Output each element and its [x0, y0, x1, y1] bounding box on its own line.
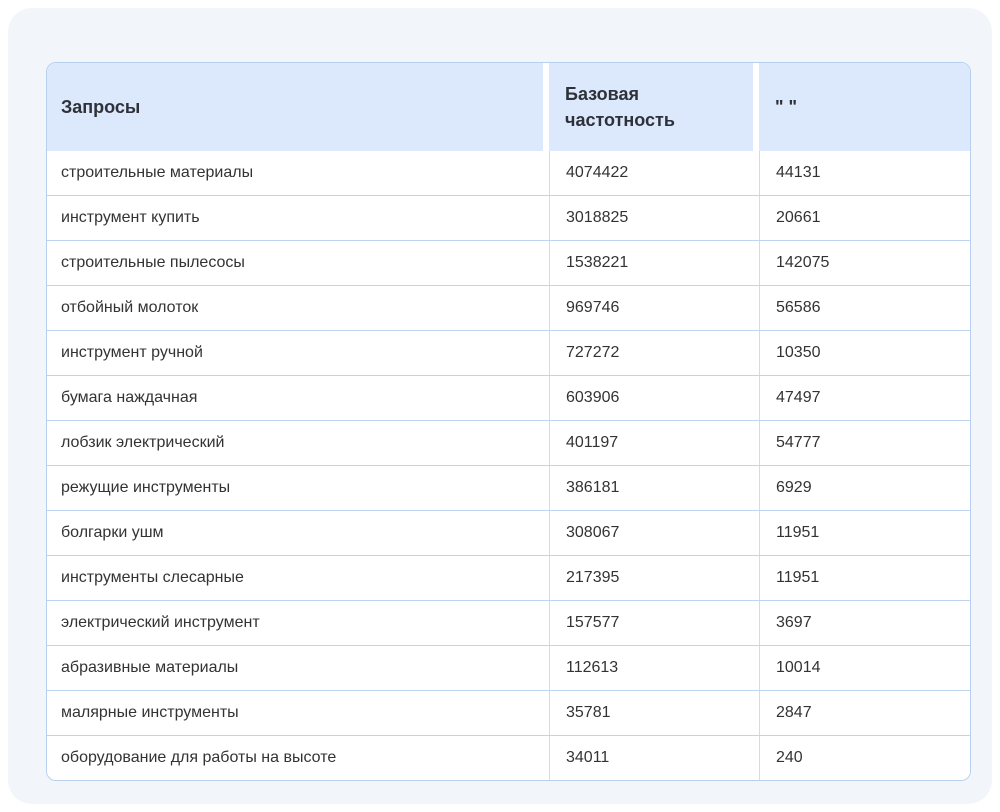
query-cell: отбойный молоток [61, 299, 199, 316]
table-row: инструмент купить 3018825 20661 [47, 195, 970, 240]
base-frequency-cell: 603906 [549, 376, 759, 420]
query-cell: строительные материалы [61, 164, 254, 181]
quoted-frequency-cell: 11951 [759, 511, 970, 555]
quoted-frequency-cell: 54777 [759, 421, 970, 465]
table-row: абразивные материалы 112613 10014 [47, 645, 970, 690]
base-frequency-cell: 3018825 [549, 196, 759, 240]
page-background: Запросы Базовая частотность " " строител… [8, 8, 992, 804]
table-row: инструмент ручной 727272 10350 [47, 330, 970, 375]
table-row: строительные материалы 4074422 44131 [47, 151, 970, 195]
query-cell: режущие инструменты [61, 479, 231, 496]
table-row: бумага наждачная 603906 47497 [47, 375, 970, 420]
quoted-frequency-cell: 142075 [759, 241, 970, 285]
base-frequency-cell: 727272 [549, 331, 759, 375]
table-row: оборудование для работы на высоте 34011 24… [47, 735, 970, 780]
base-frequency-cell: 34011 [549, 736, 759, 780]
base-frequency-cell: 157577 [549, 601, 759, 645]
query-cell: электрический инструмент [61, 614, 260, 631]
query-cell: инструмент купить [61, 209, 200, 226]
query-cell: малярные инструменты [61, 704, 239, 721]
base-frequency-cell: 112613 [549, 646, 759, 690]
query-cell: строительные пылесосы [61, 254, 245, 271]
quoted-frequency-cell: 44131 [759, 151, 970, 195]
query-cell: бумага наждачная [61, 389, 198, 406]
table-row: инструменты слесарные 217395 11951 [47, 555, 970, 600]
quoted-frequency-cell: 20661 [759, 196, 970, 240]
query-cell: инструмент ручной [61, 344, 203, 361]
table-row: режущие инструменты 386181 6929 [47, 465, 970, 510]
keywords-table: Запросы Базовая частотность " " строител… [46, 62, 971, 781]
base-frequency-cell: 35781 [549, 691, 759, 735]
base-frequency-cell: 1538221 [549, 241, 759, 285]
table-row: строительные пылесосы 1538221 142075 [47, 240, 970, 285]
base-frequency-cell: 386181 [549, 466, 759, 510]
table-row: электрический инструмент 157577 3697 [47, 600, 970, 645]
quoted-frequency-cell: 56586 [759, 286, 970, 330]
quoted-frequency-cell: 10014 [759, 646, 970, 690]
base-frequency-cell: 308067 [549, 511, 759, 555]
query-cell: инструменты слесарные [61, 569, 244, 586]
query-cell: лобзик электрический [61, 434, 225, 451]
quoted-frequency-cell: 47497 [759, 376, 970, 420]
quoted-frequency-cell: 11951 [759, 556, 970, 600]
table-row: отбойный молоток 969746 56586 [47, 285, 970, 330]
base-frequency-cell: 401197 [549, 421, 759, 465]
table-row: малярные инструменты 35781 2847 [47, 690, 970, 735]
base-frequency-cell: 217395 [549, 556, 759, 600]
table-row: болгарки ушм 308067 11951 [47, 510, 970, 555]
quoted-frequency-cell: 10350 [759, 331, 970, 375]
base-frequency-cell: 4074422 [549, 151, 759, 195]
base-frequency-cell: 969746 [549, 286, 759, 330]
column-header-queries: Запросы [47, 63, 543, 151]
column-header-quoted-frequency: " " [759, 63, 970, 151]
quoted-frequency-cell: 2847 [759, 691, 970, 735]
table-body: строительные материалы 4074422 44131 инстру… [47, 151, 970, 780]
query-cell: оборудование для работы на высоте [61, 749, 337, 766]
column-header-base-frequency: Базовая частотность [549, 63, 753, 151]
table-header-row: Запросы Базовая частотность " " [47, 63, 970, 151]
query-cell: абразивные материалы [61, 659, 239, 676]
query-cell: болгарки ушм [61, 524, 164, 541]
table-row: лобзик электрический 401197 54777 [47, 420, 970, 465]
quoted-frequency-cell: 240 [759, 736, 970, 780]
quoted-frequency-cell: 6929 [759, 466, 970, 510]
quoted-frequency-cell: 3697 [759, 601, 970, 645]
